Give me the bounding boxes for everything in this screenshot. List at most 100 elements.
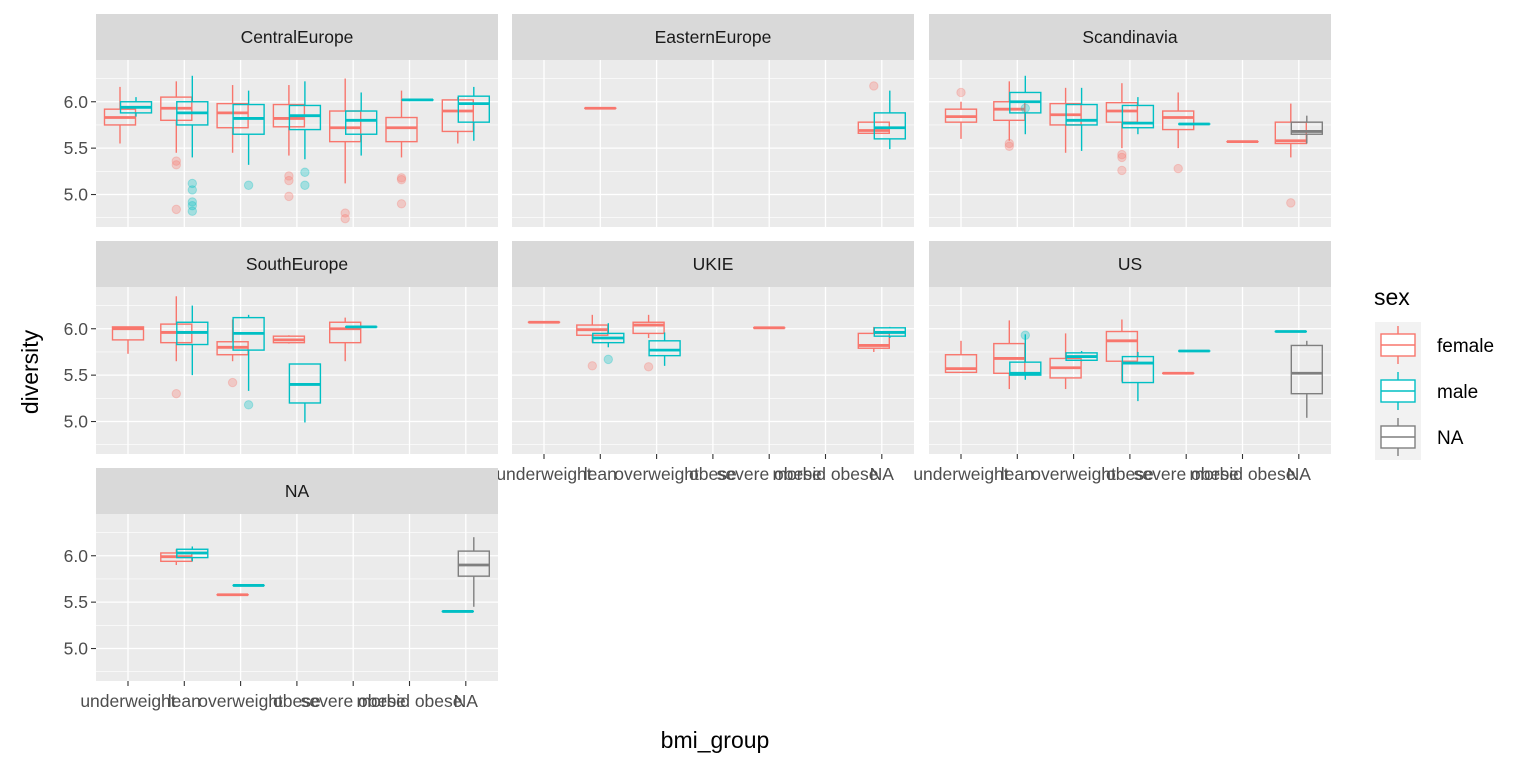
facet-strip: [96, 241, 498, 287]
x-tick-label: overweight: [614, 464, 699, 484]
box-iqr: [288, 104, 322, 131]
outlier-point: [643, 362, 654, 372]
facet-strip-label: CentralEurope: [241, 27, 354, 47]
box-male: [457, 86, 490, 141]
box-male: [1009, 75, 1042, 135]
y-tick-label: 5.5: [64, 592, 88, 612]
box-male: [176, 305, 209, 376]
outlier-point: [1117, 165, 1127, 176]
facet-strip: [512, 241, 914, 287]
facet-NA: NA 5.0 5.5 6.0 underweightleanoverweightobes…: [64, 468, 498, 711]
box-iqr: [1121, 104, 1155, 129]
outlier-point: [340, 208, 350, 218]
y-axis-title: diversity: [17, 329, 43, 414]
facet-strip: [96, 14, 498, 60]
box-male: [232, 314, 265, 410]
legend-label-NA: NA: [1437, 428, 1464, 449]
facet-strip: [929, 241, 1331, 287]
outlier-point: [1173, 163, 1183, 174]
outlier-point: [1004, 141, 1014, 151]
facet-strip-label: EasternEurope: [655, 27, 772, 47]
facet-strip: [96, 468, 498, 514]
box-male: [345, 92, 378, 156]
outlier-point: [1286, 198, 1296, 208]
box-female: [111, 326, 145, 354]
box-iqr: [648, 340, 681, 357]
box-NA: [457, 537, 490, 607]
outlier-point: [171, 204, 182, 215]
box-male: [1121, 351, 1155, 402]
box-male: [232, 90, 265, 190]
facet-UKIE: UKIE underweightleanoverweightobesesevere…: [496, 241, 914, 484]
outlier-point: [243, 180, 254, 190]
box-male: [288, 363, 322, 423]
legend-title: sex: [1374, 284, 1410, 310]
x-tick-label: morbid obese: [356, 691, 462, 711]
facet-panels: CentralEurope 5.0 5.5 6.0 EasternEurope Scand…: [64, 14, 1331, 711]
box-NA: [1290, 115, 1324, 144]
outlier-point: [284, 171, 294, 181]
outlier-point: [300, 180, 310, 190]
box-male: [1065, 351, 1098, 362]
box-iqr: [111, 326, 145, 341]
x-tick-label: obese: [1106, 464, 1154, 484]
x-tick-label: overweight: [198, 691, 283, 711]
box-female: [329, 317, 362, 362]
box-iqr: [385, 116, 418, 143]
box-NA: [1290, 340, 1324, 418]
x-tick-label: morbid obese: [1189, 464, 1295, 484]
x-tick-label: obese: [273, 691, 321, 711]
box-male: [592, 323, 625, 365]
outlier-point: [603, 354, 613, 365]
x-tick-label: severe obese: [301, 691, 406, 711]
y-tick-label: 5.0: [64, 412, 89, 432]
x-tick-label: severe obese: [717, 464, 822, 484]
box-iqr: [457, 95, 490, 123]
box-female: [632, 314, 665, 372]
x-tick-label: obese: [689, 464, 737, 484]
outlier-point: [587, 361, 597, 371]
outlier-point: [187, 200, 198, 211]
outlier-point: [284, 175, 294, 186]
box-iqr: [345, 110, 378, 135]
outlier-point: [396, 173, 407, 183]
facet-SouthEurope: SouthEurope 5.0 5.5 6.0: [64, 241, 498, 454]
x-axis-title: bmi_group: [661, 727, 770, 753]
box-female: [385, 90, 418, 209]
outlier-point: [243, 400, 254, 410]
outlier-point: [1117, 152, 1127, 163]
y-tick-label: 6.0: [64, 319, 89, 339]
box-female: [1161, 92, 1195, 174]
facet-strip-label: US: [1118, 254, 1142, 274]
outlier-point: [1117, 149, 1127, 160]
box-iqr: [1290, 121, 1324, 135]
facet-Scandinavia: Scandinavia: [929, 14, 1331, 227]
box-iqr: [1009, 361, 1042, 376]
facet-strip: [929, 14, 1331, 60]
outlier-point: [284, 191, 294, 202]
facet-strip-label: UKIE: [693, 254, 734, 274]
box-male: [648, 332, 681, 366]
y-tick-label: 5.0: [64, 639, 89, 659]
outlier-point: [187, 178, 198, 189]
box-female: [1105, 83, 1139, 176]
box-female: [272, 335, 306, 344]
x-tick-label: NA: [454, 691, 479, 711]
x-tick-label: severe obese: [1134, 464, 1239, 484]
x-tick-label: morbid obese: [772, 464, 878, 484]
box-male: [176, 546, 209, 562]
x-tick-label: NA: [1287, 464, 1312, 484]
outlier-point: [171, 160, 182, 170]
y-tick-label: 6.0: [64, 546, 89, 566]
box-iqr: [944, 354, 978, 374]
box-female: [103, 86, 137, 144]
outlier-point: [340, 213, 350, 224]
x-tick-label: underweight: [80, 691, 175, 711]
outlier-point: [956, 87, 966, 98]
outlier-point: [171, 388, 182, 399]
x-tick-label: lean: [168, 691, 201, 711]
y-tick-label: 5.5: [64, 365, 88, 385]
facet-strip-label: SouthEurope: [246, 254, 348, 274]
box-male: [1009, 330, 1042, 380]
facet-strip: [512, 14, 914, 60]
